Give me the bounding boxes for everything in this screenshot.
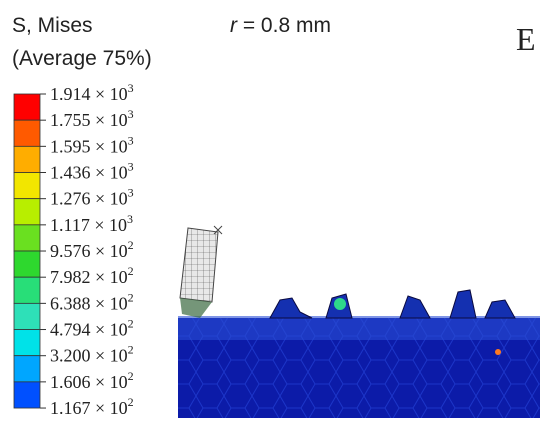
label-base: 1.606 × 10	[50, 372, 128, 392]
chips	[269, 289, 516, 319]
legend-swatch	[13, 172, 41, 200]
surface-layer	[178, 316, 540, 340]
label-base: 1.595 × 10	[50, 136, 128, 156]
label-exponent: 2	[128, 369, 134, 383]
label-exponent: 2	[128, 395, 134, 409]
label-base: 1.276 × 10	[50, 189, 128, 209]
label-exponent: 2	[128, 264, 134, 278]
label-base: 3.200 × 10	[50, 346, 128, 366]
label-base: 1.117 × 10	[50, 215, 127, 235]
legend-label: 1.117 × 103	[50, 212, 133, 235]
radius-symbol: r	[230, 14, 238, 37]
averaging-label: (Average 75%)	[12, 47, 152, 70]
legend-swatch	[13, 93, 41, 121]
tool-marker	[213, 225, 223, 235]
legend-swatch	[13, 198, 41, 226]
label-exponent: 3	[128, 186, 134, 200]
label-base: 1.167 × 10	[50, 398, 128, 418]
tool-contact	[180, 298, 212, 318]
label-base: 9.576 × 10	[50, 241, 128, 261]
label-exponent: 3	[127, 212, 133, 226]
label-base: 1.914 × 10	[50, 84, 128, 104]
label-exponent: 3	[128, 107, 134, 121]
legend-label: 1.276 × 103	[50, 186, 134, 209]
tool	[179, 227, 219, 303]
label-exponent: 3	[128, 81, 134, 95]
label-exponent: 2	[128, 343, 134, 357]
label-base: 6.388 × 10	[50, 293, 128, 313]
radius-value: = 0.8 mm	[237, 14, 331, 37]
label-exponent: 2	[128, 238, 134, 252]
hot-spot	[334, 298, 346, 310]
legend-swatch	[13, 302, 41, 330]
panel-letter: E	[516, 21, 536, 57]
hot-spot	[495, 349, 501, 355]
legend-label: 9.576 × 102	[50, 238, 134, 261]
legend-label: 3.200 × 102	[50, 343, 134, 366]
variable-title: S, Mises	[12, 14, 93, 37]
legend-swatch	[13, 381, 41, 409]
label-exponent: 3	[128, 133, 134, 147]
legend-label: 1.167 × 102	[50, 395, 134, 418]
legend-swatch	[13, 224, 41, 252]
legend-label: 1.755 × 103	[50, 107, 134, 130]
legend-swatch	[13, 250, 41, 278]
legend-label: 1.436 × 103	[50, 160, 134, 183]
label-base: 1.436 × 10	[50, 163, 128, 183]
label-base: 1.755 × 10	[50, 110, 128, 130]
legend-swatch	[13, 276, 41, 304]
label-exponent: 2	[128, 317, 134, 331]
legend-swatch	[13, 119, 41, 147]
simulation	[178, 225, 540, 418]
legend-swatch	[13, 329, 41, 357]
legend-label: 7.982 × 102	[50, 264, 134, 287]
legend-label: 1.914 × 103	[50, 81, 134, 104]
label-exponent: 2	[128, 290, 134, 304]
legend-label: 6.388 × 102	[50, 290, 134, 313]
radius-label: r = 0.8 mm	[230, 14, 331, 37]
legend-swatch	[13, 355, 41, 383]
label-exponent: 3	[128, 160, 134, 174]
label-base: 7.982 × 10	[50, 267, 128, 287]
legend-label: 4.794 × 102	[50, 317, 134, 340]
legend-label: 1.606 × 102	[50, 369, 134, 392]
label-base: 4.794 × 10	[50, 320, 128, 340]
legend-swatch	[13, 145, 41, 173]
legend-label: 1.595 × 103	[50, 133, 134, 156]
